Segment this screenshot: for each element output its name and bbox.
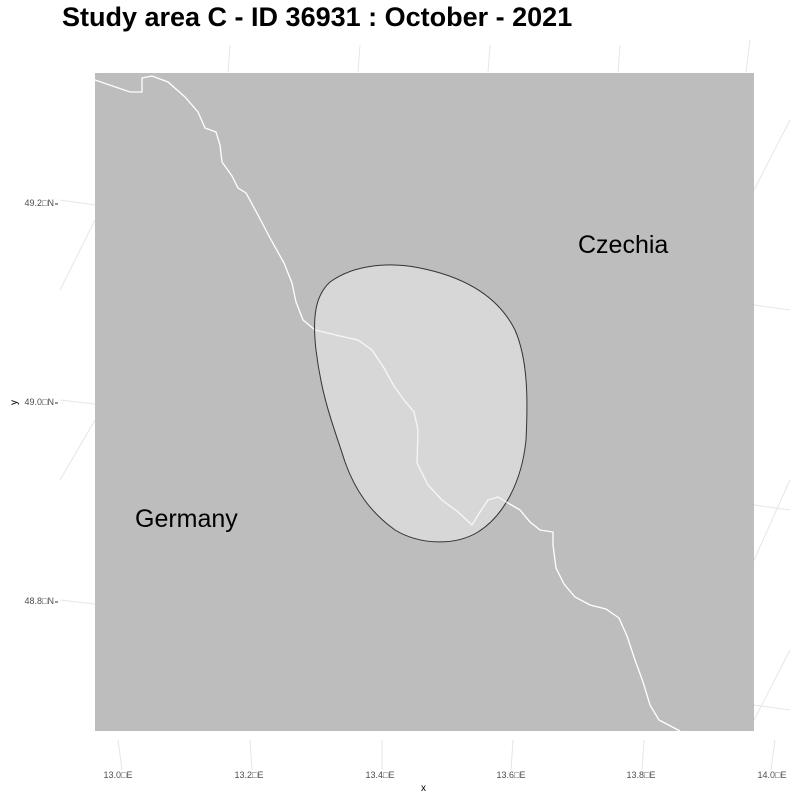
study-area-polygon (314, 264, 528, 543)
y-axis-label: y (9, 400, 20, 405)
y-tick-label: 49.2□N (24, 198, 54, 208)
y-tick-marks (55, 203, 58, 603)
x-tick-label: 13.4□E (365, 770, 395, 780)
x-tick-label: 13.6□E (496, 770, 526, 780)
country-label-germany: Germany (135, 505, 238, 533)
y-tick-label: 49.0□N (24, 397, 54, 407)
x-tick-label: 13.8□E (626, 770, 656, 780)
country-label-czechia: Czechia (578, 231, 669, 259)
y-tick-label: 48.8□N (24, 596, 54, 606)
graticule (59, 39, 791, 771)
country-border-overlay (314, 329, 521, 527)
map-title: Study area C - ID 36931 : October - 2021 (62, 2, 573, 32)
x-tick-label: 13.0□E (103, 770, 133, 780)
x-tick-label: 13.2□E (234, 770, 264, 780)
x-tick-label: 14.0□E (757, 770, 787, 780)
x-axis-label: x (421, 783, 426, 794)
